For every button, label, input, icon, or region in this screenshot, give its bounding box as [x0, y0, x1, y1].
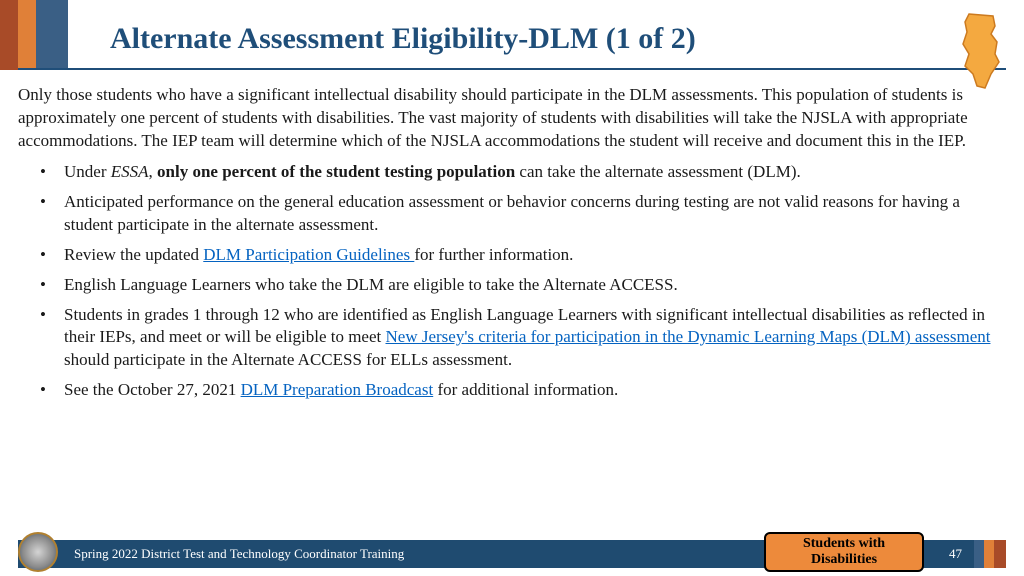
- bullet-5: Students in grades 1 through 12 who are …: [46, 304, 1006, 373]
- dlm-broadcast-link[interactable]: DLM Preparation Broadcast: [241, 380, 434, 399]
- footer: Spring 2022 District Test and Technology…: [0, 534, 1024, 576]
- category-tag: Students with Disabilities: [764, 532, 924, 572]
- rbar-rust: [994, 540, 1006, 568]
- bullet-3: Review the updated DLM Participation Gui…: [46, 244, 1006, 267]
- rbar-orange: [984, 540, 994, 568]
- right-accent-bars: [974, 540, 1006, 568]
- bar-blue: [36, 0, 68, 70]
- state-seal-icon: [18, 532, 58, 572]
- bullet-6: See the October 27, 2021 DLM Preparation…: [46, 379, 1006, 402]
- nj-criteria-link[interactable]: New Jersey's criteria for participation …: [386, 327, 991, 346]
- page-title: Alternate Assessment Eligibility-DLM (1 …: [110, 22, 696, 56]
- tag-line1: Students with: [803, 536, 885, 552]
- bullet-2: Anticipated performance on the general e…: [46, 191, 1006, 237]
- bar-rust: [0, 0, 18, 70]
- page-number: 47: [949, 546, 962, 562]
- bullet-list: Under ESSA, only one percent of the stud…: [18, 161, 1006, 402]
- footer-text: Spring 2022 District Test and Technology…: [74, 546, 404, 562]
- intro-paragraph: Only those students who have a significa…: [18, 84, 1006, 153]
- bullet-1: Under ESSA, only one percent of the stud…: [46, 161, 1006, 184]
- rbar-blue: [974, 540, 984, 568]
- dlm-guidelines-link[interactable]: DLM Participation Guidelines: [203, 245, 414, 264]
- bullet-4: English Language Learners who take the D…: [46, 274, 1006, 297]
- title-underline: [18, 68, 1006, 70]
- bar-orange: [18, 0, 36, 70]
- body-content: Only those students who have a significa…: [18, 84, 1006, 409]
- left-accent-bars: [0, 0, 68, 70]
- tag-line2: Disabilities: [811, 552, 877, 568]
- nj-state-icon: [954, 12, 1006, 92]
